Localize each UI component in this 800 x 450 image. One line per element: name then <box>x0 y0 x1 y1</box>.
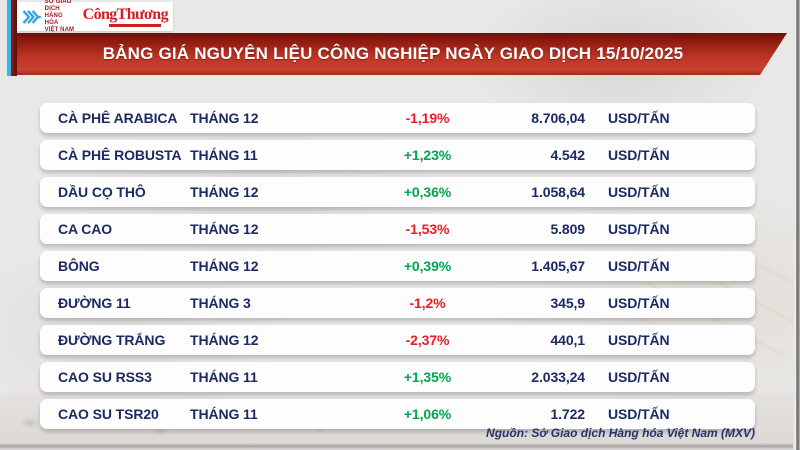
table-row: CAO SU RSS3 THÁNG 11 +1,35% 2.033,24 USD… <box>40 362 755 392</box>
table-row: BÔNG THÁNG 12 +0,39% 1.405,67 USD/TẤN <box>40 251 755 281</box>
unit-label: USD/TẤN <box>608 369 670 385</box>
photo-edge-bottom <box>0 443 793 450</box>
table-row: ĐƯỜNG TRẮNG THÁNG 12 -2,37% 440,1 USD/TẤ… <box>40 325 755 355</box>
logo-bar: SỞ GIAO DỊCH HÀNG HÓA VIỆT NAM CôngThươn… <box>17 0 173 34</box>
cong-thuong-underline <box>108 23 161 27</box>
accent-stripe-maroon <box>11 0 17 76</box>
contract-month: THÁNG 12 <box>190 184 259 200</box>
commodity-name: ĐƯỜNG TRẮNG <box>58 332 166 348</box>
price-value: 4.542 <box>550 147 585 163</box>
commodity-name: CA CAO <box>58 221 113 237</box>
table-row: CAO SU TSR20 THÁNG 11 +1,06% 1.722 USD/T… <box>40 399 755 429</box>
contract-month: THÁNG 3 <box>190 295 251 311</box>
change-value: +0,36% <box>403 184 452 200</box>
table-row: CA CAO THÁNG 12 -1,53% 5.809 USD/TẤN <box>40 214 755 244</box>
change-value: -1,53% <box>405 221 450 237</box>
price-value: 1.405,67 <box>531 258 585 274</box>
price-value: 8.706,04 <box>531 110 585 126</box>
photo-edge-right <box>793 0 800 450</box>
commodity-name: CAO SU RSS3 <box>58 369 152 385</box>
price-table: CÀ PHÊ ARABICA THÁNG 12 -1,19% 8.706,04 … <box>40 103 755 436</box>
table-row: ĐƯỜNG 11 THÁNG 3 -1,2% 345,9 USD/TẤN <box>40 288 755 318</box>
mxv-logo: SỞ GIAO DỊCH HÀNG HÓA VIỆT NAM <box>22 0 78 34</box>
change-value: +1,35% <box>403 369 452 385</box>
contract-month: THÁNG 12 <box>190 258 259 274</box>
table-row: DẦU CỌ THÔ THÁNG 12 +0,36% 1.058,64 USD/… <box>40 177 755 207</box>
commodity-name: CAO SU TSR20 <box>58 406 159 422</box>
title-banner: BẢNG GIÁ NGUYÊN LIỆU CÔNG NGHIỆP NGÀY GI… <box>17 33 787 75</box>
contract-month: THÁNG 12 <box>190 110 259 126</box>
table-row: CÀ PHÊ ARABICA THÁNG 12 -1,19% 8.706,04 … <box>40 103 755 133</box>
contract-month: THÁNG 11 <box>190 369 258 385</box>
change-value: -1,2% <box>409 295 446 311</box>
commodity-name: ĐƯỜNG 11 <box>58 295 131 311</box>
change-value: +1,23% <box>403 147 452 163</box>
contract-month: THÁNG 11 <box>190 147 258 163</box>
accent-stripe-cyan <box>7 0 11 76</box>
contract-month: THÁNG 12 <box>190 221 259 237</box>
unit-label: USD/TẤN <box>608 332 670 348</box>
price-value: 5.809 <box>550 221 585 237</box>
source-note: Nguồn: Sở Giao dịch Hàng hóa Việt Nam (M… <box>486 426 755 440</box>
unit-label: USD/TẤN <box>608 184 670 200</box>
commodity-name: CÀ PHÊ ARABICA <box>58 110 178 126</box>
unit-label: USD/TẤN <box>608 110 670 126</box>
price-value: 1.722 <box>550 406 585 422</box>
change-value: -1,19% <box>405 110 450 126</box>
change-value: +1,06% <box>403 406 452 422</box>
price-value: 2.033,24 <box>531 369 585 385</box>
unit-label: USD/TẤN <box>608 406 670 422</box>
table-row: CÀ PHÊ ROBUSTA THÁNG 11 +1,23% 4.542 USD… <box>40 140 755 170</box>
commodity-name: CÀ PHÊ ROBUSTA <box>58 147 182 163</box>
price-value: 1.058,64 <box>531 184 585 200</box>
unit-label: USD/TẤN <box>608 258 670 274</box>
change-value: -2,37% <box>405 332 450 348</box>
unit-label: USD/TẤN <box>608 221 670 237</box>
price-value: 440,1 <box>550 332 585 348</box>
cong-thuong-wordmark: CôngThương <box>82 5 169 23</box>
contract-month: THÁNG 12 <box>190 332 259 348</box>
cong-thuong-logo: CôngThương <box>82 5 169 27</box>
change-value: +0,39% <box>403 258 452 274</box>
mxv-logo-text: SỞ GIAO DỊCH HÀNG HÓA VIỆT NAM <box>44 0 75 34</box>
commodity-name: BÔNG <box>58 258 100 274</box>
unit-label: USD/TẤN <box>608 295 670 311</box>
page-title: BẢNG GIÁ NGUYÊN LIỆU CÔNG NGHIỆP NGÀY GI… <box>102 44 684 63</box>
commodity-name: DẦU CỌ THÔ <box>58 184 146 200</box>
contract-month: THÁNG 11 <box>190 406 258 422</box>
unit-label: USD/TẤN <box>608 147 670 163</box>
price-value: 345,9 <box>550 295 585 311</box>
mxv-chevrons-icon <box>22 9 42 24</box>
